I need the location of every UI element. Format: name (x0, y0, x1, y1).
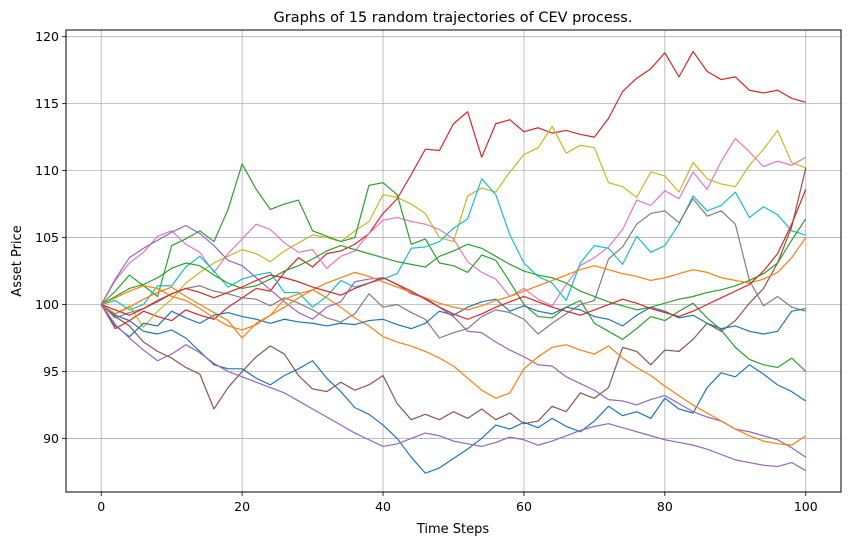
y-tick-label: 90 (43, 431, 59, 446)
y-tick-label: 120 (35, 29, 59, 44)
plot-area-frame (65, 29, 842, 493)
series-line-5 (101, 178, 806, 311)
y-tick-label: 95 (43, 364, 59, 379)
grid (66, 30, 841, 492)
x-axis-label: Time Steps (416, 522, 490, 537)
x-tick-label: 100 (794, 499, 818, 514)
series-line-6 (100, 167, 807, 425)
series-line-13 (100, 237, 807, 331)
x-tick-label: 80 (657, 499, 673, 514)
series-line-15 (100, 304, 807, 472)
x-tick-label: 40 (375, 499, 391, 514)
y-tick-label: 105 (35, 230, 59, 245)
ticks: 0 20 40 60 80 100 90 95 100 105 110 115 120 (35, 29, 818, 514)
series-line-9 (100, 224, 807, 458)
series-line-14 (101, 189, 807, 320)
chart-title: Graphs of 15 random trajectories of CEV … (274, 10, 633, 26)
series-group (100, 50, 807, 474)
y-axis-label: Asset Price (10, 225, 25, 296)
series-line-12 (100, 218, 807, 311)
x-tick-label: 0 (97, 499, 105, 514)
y-tick-label: 100 (35, 297, 59, 312)
series-line-7 (100, 198, 806, 339)
series-line-4 (100, 163, 807, 372)
series-line-10 (100, 286, 807, 446)
y-tick-label: 110 (35, 163, 59, 178)
x-tick-label: 60 (516, 499, 532, 514)
y-tick-label: 115 (35, 96, 59, 111)
x-tick-label: 20 (234, 499, 250, 514)
series-line-11 (100, 298, 806, 338)
series-line-2 (100, 125, 806, 328)
series-line-3 (100, 137, 807, 307)
